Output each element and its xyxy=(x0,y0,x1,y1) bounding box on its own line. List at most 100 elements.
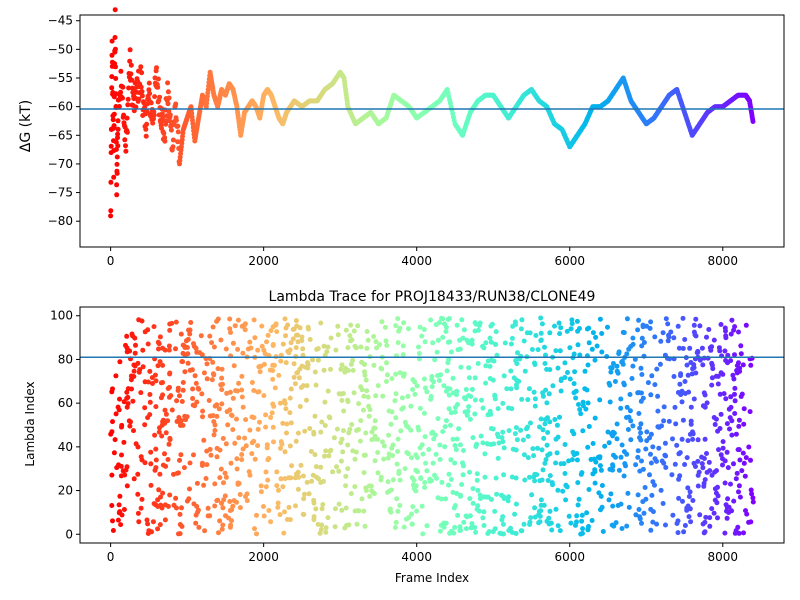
data-point xyxy=(113,411,119,417)
data-point xyxy=(640,466,646,472)
data-point xyxy=(525,433,531,439)
data-point xyxy=(355,323,361,329)
data-point xyxy=(736,489,741,495)
data-point xyxy=(190,386,196,392)
data-point xyxy=(178,452,184,458)
data-point xyxy=(288,475,294,481)
data-point xyxy=(272,385,278,391)
data-point xyxy=(527,474,532,480)
data-point xyxy=(626,504,632,510)
data-point xyxy=(607,399,613,405)
data-point xyxy=(477,492,483,498)
data-point xyxy=(160,345,166,351)
data-point xyxy=(138,390,144,396)
data-point xyxy=(542,421,548,427)
data-point xyxy=(495,406,501,412)
data-point xyxy=(613,454,618,460)
data-point xyxy=(618,405,624,411)
data-point xyxy=(660,330,666,336)
data-point xyxy=(275,500,281,506)
data-point xyxy=(642,485,648,490)
data-point xyxy=(506,428,512,434)
data-point xyxy=(210,359,216,365)
data-point xyxy=(724,515,730,521)
data-point xyxy=(640,499,646,505)
data-point xyxy=(374,345,380,351)
data-point xyxy=(152,432,158,438)
data-point xyxy=(359,359,365,365)
data-point xyxy=(199,460,205,466)
data-point xyxy=(237,492,243,497)
data-point xyxy=(508,341,514,347)
data-point xyxy=(361,508,367,514)
data-point xyxy=(327,448,333,454)
data-point xyxy=(402,466,408,472)
data-point xyxy=(554,450,560,456)
data-point xyxy=(165,101,171,107)
data-point xyxy=(114,154,120,160)
data-point xyxy=(375,470,381,476)
data-point xyxy=(586,424,592,429)
data-point xyxy=(508,368,514,374)
data-point xyxy=(166,95,172,101)
data-point xyxy=(608,369,614,375)
data-point xyxy=(678,373,683,379)
data-point xyxy=(284,430,289,436)
data-point xyxy=(672,404,678,410)
data-point xyxy=(328,366,333,372)
data-point xyxy=(131,368,137,374)
x-tick-label: 4000 xyxy=(401,254,432,268)
data-point xyxy=(193,512,199,518)
data-point xyxy=(138,454,144,460)
data-point xyxy=(433,322,439,328)
data-point xyxy=(657,361,663,367)
data-point xyxy=(620,361,626,367)
data-point xyxy=(131,476,137,482)
data-point xyxy=(630,335,636,341)
data-point xyxy=(363,377,369,383)
data-point xyxy=(167,370,173,376)
data-point xyxy=(341,408,347,414)
data-point xyxy=(162,138,168,144)
data-point xyxy=(138,84,144,90)
data-point xyxy=(249,440,255,446)
data-point xyxy=(385,455,391,461)
data-point xyxy=(180,387,186,393)
data-point xyxy=(538,497,544,503)
data-point xyxy=(307,426,313,431)
data-point xyxy=(584,510,590,516)
data-point xyxy=(423,460,429,466)
data-point xyxy=(733,476,739,482)
data-point xyxy=(190,396,196,401)
x-tick-label: 6000 xyxy=(554,254,585,268)
data-point xyxy=(605,429,611,435)
data-point xyxy=(345,442,351,448)
data-point xyxy=(352,484,358,490)
data-point xyxy=(110,419,115,425)
data-point xyxy=(413,452,419,458)
data-point xyxy=(379,319,385,325)
data-point xyxy=(220,522,226,528)
data-point xyxy=(142,460,148,466)
data-point xyxy=(239,394,245,400)
data-point xyxy=(108,208,114,214)
data-point xyxy=(258,489,264,495)
data-point xyxy=(594,343,600,349)
data-point xyxy=(371,362,377,368)
data-point xyxy=(415,469,420,475)
data-point xyxy=(393,391,399,397)
data-point xyxy=(135,510,141,516)
data-point xyxy=(705,355,711,361)
data-point xyxy=(663,465,669,470)
data-point xyxy=(138,64,144,70)
data-point xyxy=(723,328,728,334)
data-point xyxy=(362,372,368,378)
data-point xyxy=(220,436,226,441)
data-point xyxy=(239,387,245,393)
data-point xyxy=(220,381,225,387)
data-point xyxy=(428,396,434,402)
data-point xyxy=(232,323,238,329)
data-point xyxy=(166,347,172,353)
data-point xyxy=(282,401,288,406)
data-point xyxy=(163,463,169,469)
